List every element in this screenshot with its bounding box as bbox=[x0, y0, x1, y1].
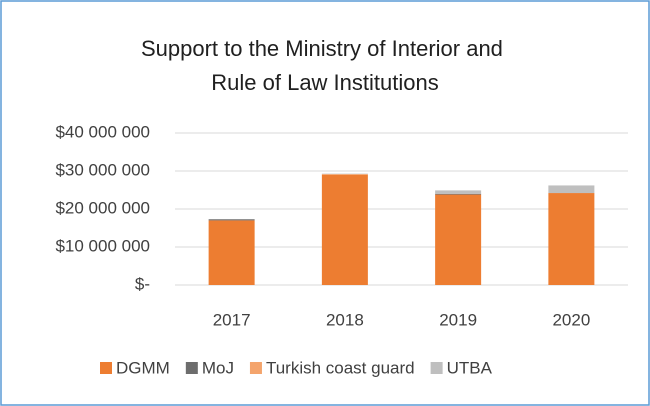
bar-segment bbox=[208, 220, 255, 285]
bar-segment bbox=[321, 174, 368, 175]
legend-swatch bbox=[249, 362, 262, 374]
y-tick-label: $30 000 000 bbox=[55, 160, 150, 179]
y-tick-label: $20 000 000 bbox=[55, 198, 150, 217]
bar-segment bbox=[435, 193, 482, 195]
bar-segment bbox=[321, 174, 368, 285]
chart-title: Support to the Ministry of Interior and … bbox=[141, 36, 509, 95]
legend-swatch bbox=[100, 362, 112, 374]
x-tick-label: 2018 bbox=[326, 310, 364, 329]
legend-label: DGMM bbox=[116, 358, 170, 377]
legend-label: Turkish coast guard bbox=[266, 358, 415, 377]
legend-swatch bbox=[430, 362, 443, 374]
x-tick-label: 2019 bbox=[439, 310, 477, 329]
bar-segment bbox=[435, 190, 482, 194]
x-tick-label: 2017 bbox=[213, 310, 251, 329]
bar-segment bbox=[548, 193, 595, 285]
title-line: Rule of Law Institutions bbox=[211, 70, 438, 95]
bar-segment bbox=[548, 185, 595, 194]
bar-segment bbox=[435, 194, 482, 285]
y-tick-label: $40 000 000 bbox=[55, 122, 150, 141]
x-tick-label: 2020 bbox=[552, 310, 590, 329]
legend-swatch bbox=[185, 362, 198, 374]
y-tick-label: $10 000 000 bbox=[55, 236, 150, 255]
bar-segment bbox=[208, 219, 255, 221]
legend-label: MoJ bbox=[202, 358, 234, 377]
legend-label: UTBA bbox=[447, 358, 493, 377]
y-tick-label: $- bbox=[135, 274, 150, 293]
title-line: Support to the Ministry of Interior and bbox=[141, 36, 503, 61]
